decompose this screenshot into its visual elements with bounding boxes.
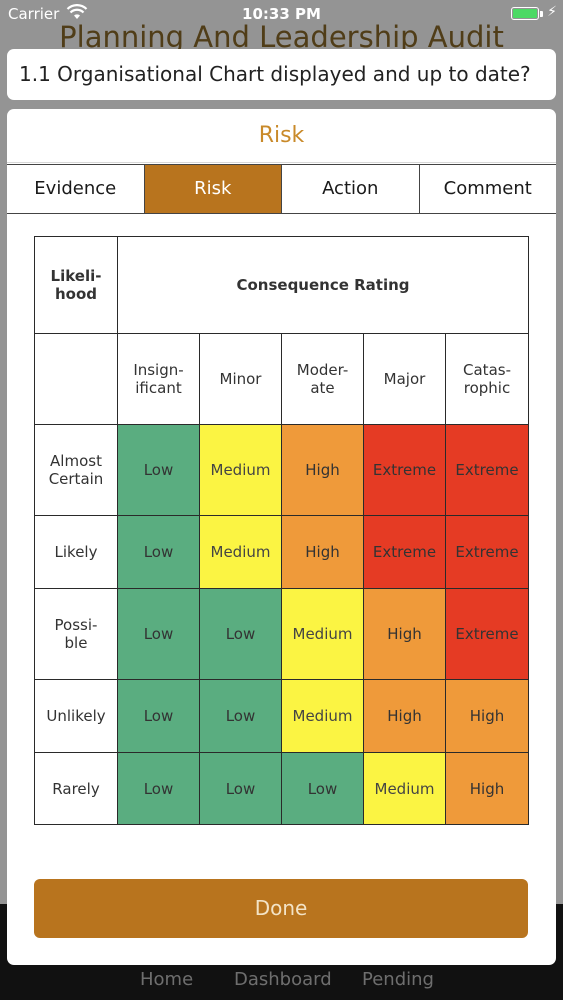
consequence-label: Moder- ate [281, 333, 364, 425]
risk-cell[interactable]: Low [117, 588, 200, 680]
likelihood-label: Possi- ble [34, 588, 118, 680]
risk-cell[interactable]: High [445, 679, 529, 753]
tab-evidence[interactable]: Evidence [7, 165, 145, 213]
likelihood-label: Unlikely [34, 679, 118, 753]
tab-pending: Pending [362, 969, 434, 990]
matrix-row: Likely Low Medium High Extreme Extreme [34, 515, 529, 589]
matrix-row: Almost Certain Low Medium High Extreme Extrem… [34, 424, 529, 516]
risk-cell[interactable]: Medium [281, 679, 364, 753]
matrix-row: Rarely Low Low Low Medium High [34, 752, 529, 825]
tab-risk[interactable]: Risk [144, 165, 282, 213]
likelihood-label: Rarely [34, 752, 118, 825]
tab-dashboard: Dashboard [234, 969, 332, 990]
consequence-label: Insign- ificant [117, 333, 200, 425]
risk-cell[interactable]: Low [199, 588, 282, 680]
risk-cell[interactable]: Low [117, 752, 200, 825]
risk-cell[interactable]: Medium [281, 588, 364, 680]
risk-cell[interactable]: Extreme [363, 515, 446, 589]
likelihood-label: Likely [34, 515, 118, 589]
risk-cell[interactable]: Low [117, 515, 200, 589]
matrix-corner-cell [34, 333, 118, 425]
likelihood-label: Almost Certain [34, 424, 118, 516]
battery-tip [540, 11, 543, 17]
background-page-title: Planning And Leadership Audit [59, 20, 504, 54]
risk-modal: Risk Evidence Risk Action Comment Likeli… [7, 109, 556, 965]
risk-cell[interactable]: Low [117, 679, 200, 753]
modal-title: Risk [7, 109, 556, 163]
battery-icon [511, 7, 539, 20]
consequence-label: Catas- rophic [445, 333, 529, 425]
risk-cell[interactable]: Extreme [445, 515, 529, 589]
risk-cell[interactable]: High [363, 588, 446, 680]
likelihood-header: Likeli- hood [34, 236, 118, 334]
risk-cell[interactable]: Extreme [445, 588, 529, 680]
risk-cell[interactable]: Medium [199, 424, 282, 516]
wifi-icon [66, 4, 88, 19]
risk-cell[interactable]: High [281, 515, 364, 589]
risk-cell[interactable]: High [363, 679, 446, 753]
charging-bolt-icon: ⚡ [547, 4, 557, 20]
matrix-row: Unlikely Low Low Medium High High [34, 679, 529, 753]
matrix-row: Possi- ble Low Low Medium High Extreme [34, 588, 529, 680]
risk-cell[interactable]: Low [117, 424, 200, 516]
risk-cell[interactable]: Medium [363, 752, 446, 825]
risk-matrix: Likeli- hood Consequence Rating Insign- if… [34, 236, 529, 825]
risk-cell[interactable]: Extreme [363, 424, 446, 516]
carrier-label: Carrier [8, 5, 60, 23]
risk-cell[interactable]: Low [199, 679, 282, 753]
tab-home: Home [140, 969, 194, 990]
modal-tabs: Evidence Risk Action Comment [7, 164, 556, 214]
risk-cell[interactable]: Low [199, 752, 282, 825]
tab-action[interactable]: Action [282, 165, 420, 213]
risk-cell[interactable]: Extreme [445, 424, 529, 516]
risk-cell[interactable]: Medium [199, 515, 282, 589]
clock: 10:33 PM [242, 5, 321, 23]
risk-cell[interactable]: Low [281, 752, 364, 825]
consequence-label: Minor [199, 333, 282, 425]
status-bar: Carrier 10:33 PM ⚡ [0, 0, 563, 30]
risk-cell[interactable]: High [445, 752, 529, 825]
done-button[interactable]: Done [34, 879, 528, 938]
consequence-label: Major [363, 333, 446, 425]
risk-cell[interactable]: High [281, 424, 364, 516]
question-card: 1.1 Organisational Chart displayed and u… [7, 49, 556, 100]
tab-comment[interactable]: Comment [419, 165, 556, 213]
consequence-header: Consequence Rating [117, 236, 529, 334]
